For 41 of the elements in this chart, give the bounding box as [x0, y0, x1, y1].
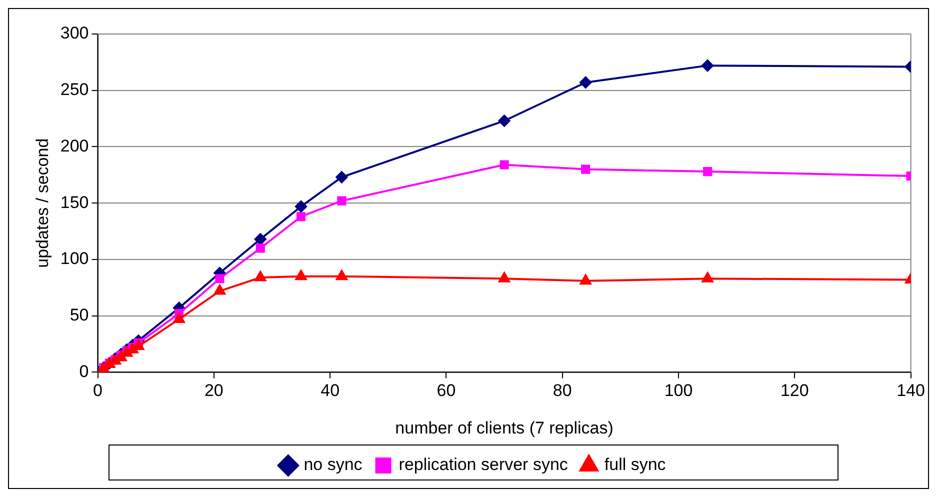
point [254, 271, 266, 282]
legend-label: full sync [604, 455, 666, 474]
x-tick-label: 120 [780, 381, 809, 400]
point [336, 171, 348, 184]
point [296, 212, 306, 222]
x-tick-label: 40 [320, 381, 340, 400]
point [214, 284, 226, 295]
point [336, 270, 348, 280]
y-tick-label: 150 [60, 192, 89, 212]
point [702, 272, 714, 282]
point [500, 160, 509, 170]
point [581, 164, 590, 174]
y-tick-label: 200 [60, 136, 89, 156]
x-tick-label: 100 [664, 381, 693, 400]
y-axis-title: updates / second [32, 138, 52, 268]
point [173, 312, 185, 323]
point [580, 274, 592, 285]
point [215, 274, 224, 284]
x-tick-label: 80 [552, 381, 572, 400]
x-axis-title: number of clients (7 replicas) [395, 418, 614, 438]
point [702, 60, 714, 72]
x-tick-label: 20 [204, 381, 224, 400]
y-tick-label: 50 [70, 306, 89, 325]
y-tick-label: 250 [60, 80, 89, 100]
point [703, 167, 712, 176]
y-tick-label: 0 [79, 362, 89, 381]
point [256, 244, 265, 253]
y-tick-label: 300 [60, 24, 89, 43]
point [254, 233, 266, 246]
x-tick-label: 0 [93, 381, 102, 400]
legend-label: replication server sync [398, 455, 568, 474]
point [337, 196, 346, 206]
x-tick-label: 140 [896, 381, 926, 400]
point [295, 200, 308, 212]
point [498, 114, 510, 127]
point [498, 272, 510, 282]
point [295, 270, 307, 280]
legend-label: no sync [304, 455, 363, 474]
point [580, 76, 592, 88]
x-tick-label: 60 [436, 381, 456, 400]
y-tick-label: 100 [60, 249, 89, 268]
